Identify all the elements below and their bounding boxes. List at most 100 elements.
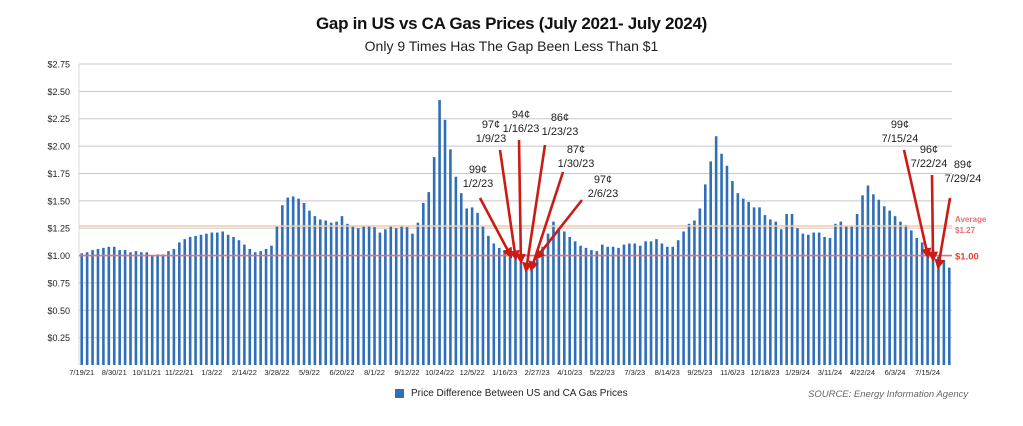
x-axis: 7/19/21 8/30/21 10/11/21 11/22/21 1/3/22 2/14… (69, 368, 940, 377)
bar (736, 193, 740, 365)
bar (112, 246, 116, 365)
bar (709, 161, 713, 365)
bar (628, 243, 631, 365)
bar (877, 199, 881, 365)
y-axis: $0.25 $0.50 $0.75 $1.00 $1.25 $1.50 $1.75 $2.00… (47, 60, 70, 344)
annotation-arrow (934, 197, 952, 270)
bar (855, 213, 859, 365)
annotation-arrow (522, 144, 547, 273)
annotation-arrow (515, 139, 527, 265)
x-tick-label: 7/3/23 (624, 368, 645, 377)
bar (134, 251, 138, 365)
bar (687, 223, 691, 365)
bar (590, 250, 593, 365)
bar (682, 231, 685, 365)
bar (80, 253, 84, 365)
bar (270, 245, 273, 365)
bar (476, 212, 479, 365)
bar (400, 225, 403, 365)
bar (899, 221, 902, 365)
bar (714, 136, 718, 365)
annotation-cents: 86¢ (551, 112, 569, 124)
x-tick-label: 10/11/21 (132, 368, 161, 377)
bar (394, 228, 398, 365)
x-tick-label: 6/20/22 (329, 368, 354, 377)
bar (449, 149, 452, 365)
bar (156, 254, 159, 365)
x-tick-label: 8/1/22 (364, 368, 385, 377)
x-tick-label: 5/9/22 (299, 368, 320, 377)
gridlines (78, 63, 952, 365)
x-tick-label: 12/5/22 (460, 368, 485, 377)
annotation-date: 2/6/23 (588, 188, 619, 200)
bar (947, 267, 951, 365)
bar (167, 251, 170, 365)
bar (649, 241, 653, 365)
bar (384, 229, 387, 365)
bar (655, 239, 658, 365)
x-tick-label: 1/3/22 (201, 368, 222, 377)
bar (340, 216, 344, 365)
bar (557, 228, 561, 365)
bar (703, 184, 707, 365)
bar (481, 225, 485, 365)
bar (937, 256, 940, 365)
bar (633, 243, 637, 365)
x-tick-label: 1/16/23 (492, 368, 517, 377)
bar (215, 232, 219, 365)
bar (405, 227, 409, 365)
y-tick-label: $1.75 (47, 169, 70, 179)
bar (308, 210, 311, 365)
annotation-date: 7/15/24 (882, 133, 919, 145)
bar (286, 197, 290, 365)
bar (492, 243, 496, 365)
bar (470, 207, 474, 365)
y-tick-label: $2.75 (47, 60, 70, 70)
bar (606, 246, 609, 365)
bar (210, 232, 214, 365)
bar (535, 258, 539, 365)
bar (785, 213, 788, 365)
annotation-arrow (498, 149, 520, 261)
bar (519, 262, 523, 365)
bar (839, 221, 843, 365)
x-tick-label: 2/27/23 (525, 368, 550, 377)
legend-swatch (395, 389, 404, 398)
bar (221, 231, 224, 365)
bar (920, 242, 924, 365)
one-dollar-label: $1.00 (955, 252, 979, 263)
bar (411, 233, 414, 365)
bar (427, 192, 431, 365)
bar (422, 203, 425, 365)
bar (123, 250, 127, 365)
annotation-cents: 87¢ (567, 144, 585, 156)
bar (563, 231, 566, 365)
bar (611, 246, 615, 365)
bar (573, 241, 577, 365)
bar (752, 207, 756, 365)
bar (541, 246, 544, 365)
bar (763, 215, 767, 365)
bar (617, 247, 620, 365)
bar (774, 221, 778, 365)
bar (194, 235, 197, 365)
bar (769, 219, 772, 365)
bar (514, 258, 517, 365)
annotation-cents: 89¢ (954, 159, 972, 171)
bar (747, 201, 750, 365)
bar (910, 230, 913, 365)
bar (367, 225, 371, 365)
y-tick-label: $1.50 (47, 196, 70, 206)
bar (140, 252, 143, 365)
legend: Price Difference Between US and CA Gas P… (395, 388, 628, 399)
bar (893, 216, 897, 365)
annotation-date: 7/29/24 (945, 173, 982, 185)
bar (731, 181, 734, 365)
bar (720, 153, 723, 365)
bar (779, 229, 783, 365)
bar (102, 247, 105, 365)
bar (389, 225, 393, 365)
bar (644, 241, 647, 365)
bar (866, 185, 870, 365)
bar (150, 255, 154, 365)
